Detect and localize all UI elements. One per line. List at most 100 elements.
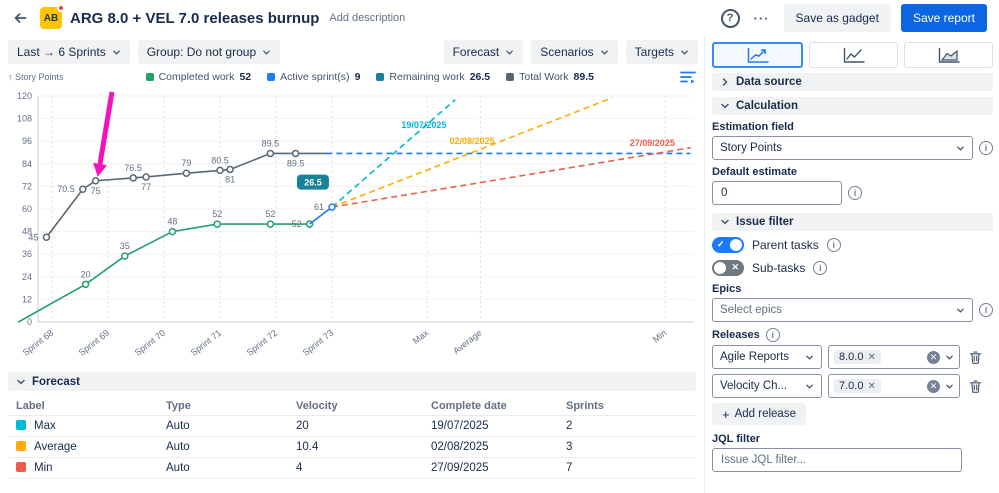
forecast-table: Label Type Velocity Complete date Sprint… [8, 396, 696, 479]
group-label: Group: Do not group [146, 45, 257, 59]
burnup-chart-icon [747, 47, 768, 63]
legend-item-completed-work[interactable]: Completed work 52 [145, 71, 251, 83]
burnup-chart: 0 12 24 36 48 60 72 84 96 108 120 Sprint 68 Sprint 6… [8, 88, 700, 364]
point-label: 61 [314, 202, 324, 212]
parent-tasks-toggle[interactable]: ✓ [712, 237, 744, 253]
section-calculation[interactable]: Calculation [712, 97, 993, 115]
row-sprints: 2 [566, 420, 573, 432]
arrow-left-icon [14, 13, 27, 23]
info-icon[interactable]: i [979, 303, 993, 317]
point-label: 48 [167, 217, 177, 227]
annotation-arrow [97, 91, 115, 165]
delete-release-button[interactable] [966, 348, 985, 367]
column-header-type: Type [166, 399, 191, 412]
help-button[interactable]: ? [720, 8, 740, 28]
legend-item-active-sprint[interactable]: Active sprint(s) 9 [267, 71, 360, 83]
chevron-down-icon [721, 219, 729, 225]
back-button[interactable] [8, 6, 32, 30]
data-point [266, 149, 275, 158]
releases-label: Releases i [712, 328, 993, 342]
delete-release-button[interactable] [966, 377, 985, 396]
chart-view-toggle-button[interactable] [676, 66, 700, 88]
row-swatch [16, 462, 26, 472]
info-icon[interactable]: i [826, 238, 841, 252]
epics-select[interactable]: Select epics [712, 298, 973, 322]
release-project-select[interactable]: Velocity Ch... [712, 374, 822, 398]
row-swatch [16, 420, 26, 430]
chevron-down-icon [721, 103, 729, 109]
group-dropdown[interactable]: Group: Do not group [137, 40, 281, 64]
release-version-select[interactable]: 8.0.0 ✕ ✕ [828, 345, 960, 369]
add-description-link[interactable]: Add description [329, 12, 406, 24]
forecast-dropdown[interactable]: Forecast [443, 40, 524, 64]
y-tick-label: 0 [27, 317, 32, 327]
point-label: 81 [225, 174, 235, 184]
forecast-date-label: 02/08/2025 [449, 136, 494, 146]
data-point [213, 220, 221, 228]
section-title: Issue filter [736, 216, 794, 228]
save-report-button[interactable]: Save report [900, 4, 987, 32]
release-project-select[interactable]: Agile Reports [712, 345, 822, 369]
tab-velocity-chart[interactable] [809, 42, 898, 68]
tab-burnup-chart[interactable] [712, 42, 803, 68]
clear-select-icon[interactable]: ✕ [927, 379, 940, 393]
data-point [226, 165, 234, 174]
legend-label: Active sprint(s) [280, 71, 350, 83]
sub-tasks-toggle[interactable]: ✕ [712, 260, 744, 276]
default-estimate-label: Default estimate [712, 166, 797, 178]
estimation-field-select[interactable]: Story Points [712, 136, 973, 160]
forecast-date-label: 27/09/2025 [630, 138, 675, 148]
default-estimate-input[interactable] [712, 181, 842, 205]
chart-legend: Completed work 52 Active sprint(s) 9 Rem… [145, 71, 594, 83]
legend-label: Completed work [158, 71, 235, 83]
page-title: ARG 8.0 + VEL 7.0 releases burnup [70, 9, 320, 27]
x-tick-label: Sprint 72 [245, 328, 280, 358]
info-icon[interactable]: i [848, 186, 862, 200]
y-tick-label: 12 [22, 294, 32, 304]
data-point [168, 227, 177, 236]
targets-dropdown[interactable]: Targets [625, 40, 698, 64]
more-options-button[interactable]: ··· [750, 6, 774, 30]
forecast-section-header[interactable]: Forecast [8, 372, 696, 391]
vertical-divider [704, 36, 705, 493]
settings-panel: Data source Calculation Estimation field… [712, 42, 993, 472]
chevron-down-icon [600, 50, 608, 55]
y-tick-label: 108 [17, 114, 32, 124]
data-point [42, 233, 51, 241]
section-data-source[interactable]: Data source [712, 73, 993, 91]
legend-swatch [267, 73, 276, 81]
section-issue-filter[interactable]: Issue filter [712, 213, 993, 231]
scenarios-dropdown[interactable]: Scenarios [531, 40, 618, 64]
point-label: 70.5 [57, 184, 75, 194]
add-release-button[interactable]: + Add release [712, 403, 806, 425]
version-tag-label: 8.0.0 [839, 351, 864, 363]
info-icon[interactable]: i [765, 328, 780, 342]
legend-item-remaining-work[interactable]: Remaining work 26.5 [376, 71, 490, 83]
sprint-range-dropdown[interactable]: Last → 6 Sprints [8, 40, 130, 64]
remove-tag-icon[interactable]: ✕ [867, 380, 876, 392]
row-sprints: 7 [566, 462, 573, 474]
info-icon[interactable]: i [979, 141, 993, 155]
data-point [216, 166, 224, 175]
legend-item-total-work[interactable]: Total Work 89.5 [506, 71, 594, 83]
column-header-sprints: Sprints [566, 399, 604, 412]
y-axis-title: ↑ Story Points [8, 72, 64, 82]
point-label: 20 [81, 269, 91, 279]
forecast-dropdown-label: Forecast [452, 45, 500, 59]
row-velocity: 20 [296, 420, 309, 432]
legend-swatch [376, 73, 385, 81]
chart-type-tabs [712, 42, 993, 68]
point-label: 35 [120, 241, 130, 251]
release-version-select[interactable]: 7.0.0 ✕ ✕ [828, 374, 960, 398]
tab-area-chart[interactable] [904, 42, 993, 68]
chevron-down-icon [112, 50, 120, 55]
check-icon: ✓ [717, 238, 725, 249]
x-tick-label: Sprint 71 [189, 328, 224, 358]
save-as-gadget-button[interactable]: Save as gadget [783, 4, 891, 32]
jql-filter-input[interactable] [712, 448, 962, 472]
point-label: 45 [28, 232, 38, 242]
clear-select-icon[interactable]: ✕ [927, 350, 940, 364]
scenarios-dropdown-label: Scenarios [540, 45, 594, 59]
remove-tag-icon[interactable]: ✕ [867, 351, 876, 363]
info-icon[interactable]: i [813, 261, 828, 275]
